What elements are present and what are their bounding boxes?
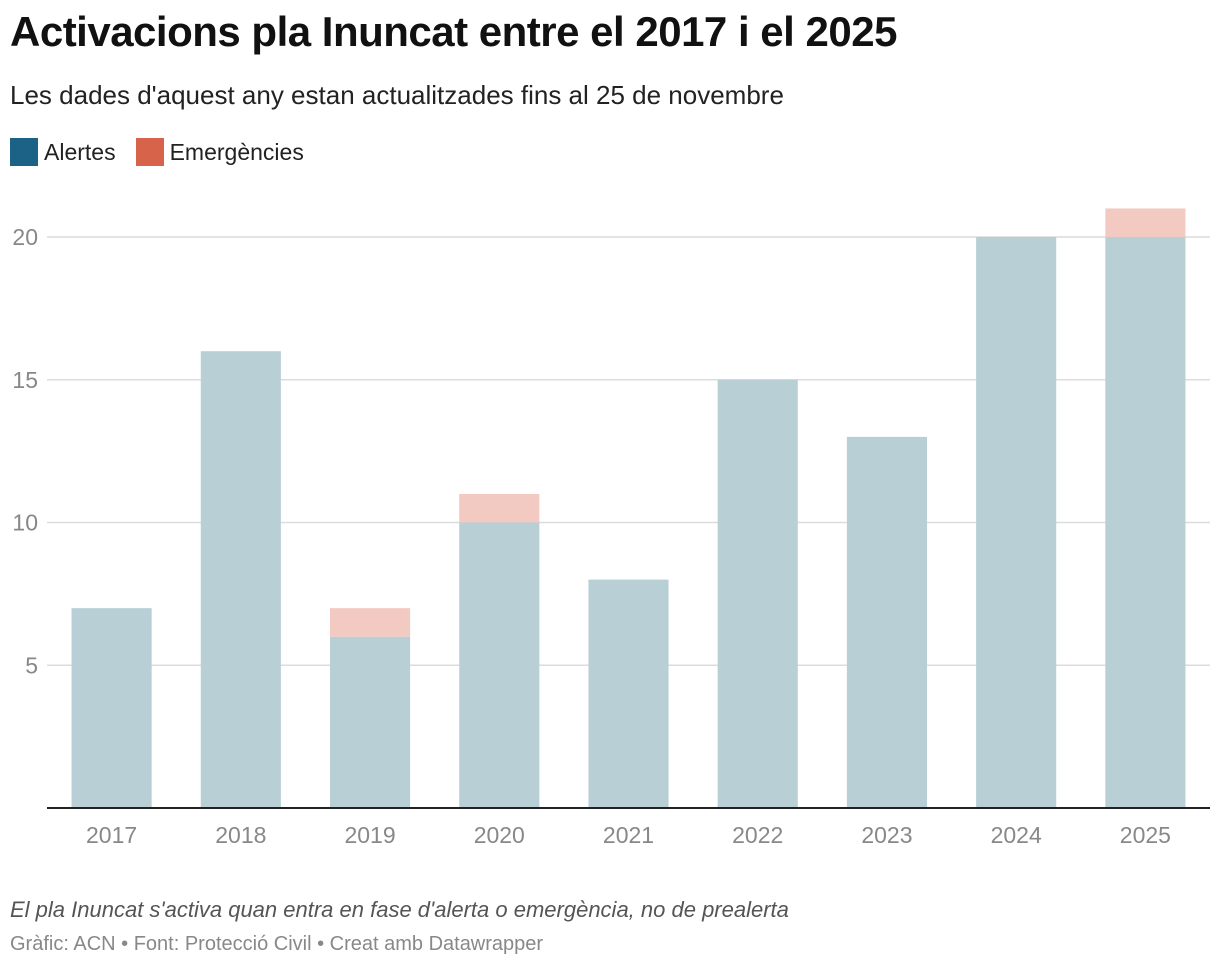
y-tick-label-15: 15 <box>12 367 38 393</box>
bar-emergencies-2020 <box>459 493 540 523</box>
x-tick-label-2018: 2018 <box>215 822 266 848</box>
bar-alertes-2025 <box>1105 237 1186 808</box>
x-tick-label-2020: 2020 <box>474 822 525 848</box>
legend: Alertes Emergències <box>10 138 324 166</box>
chart-credits: Gràfic: ACN • Font: Protecció Civil • Cr… <box>10 933 544 955</box>
legend-swatch-emergencies <box>135 138 164 166</box>
legend-label-alertes: Alertes <box>44 138 116 165</box>
x-tick-label-2017: 2017 <box>86 822 137 848</box>
x-tick-label-2024: 2024 <box>991 822 1042 848</box>
bar-emergencies-2025 <box>1105 208 1186 237</box>
legend-swatch-alertes <box>10 138 38 166</box>
bar-layer <box>71 208 1186 808</box>
chart-note: El pla Inuncat s'activa quan entra en fa… <box>10 897 789 922</box>
bar-alertes-2024 <box>976 237 1057 808</box>
legend-item-alertes: Alertes <box>10 138 116 166</box>
x-tick-label-2019: 2019 <box>344 822 395 848</box>
x-tick-label-2021: 2021 <box>603 822 654 848</box>
bar-emergencies-2019 <box>329 608 411 637</box>
x-tick-label-2022: 2022 <box>732 822 783 848</box>
bar-alertes-2023 <box>846 436 928 808</box>
x-tick-label-2023: 2023 <box>861 822 912 848</box>
legend-label-emergencies: Emergències <box>169 138 304 165</box>
bar-alertes-2019 <box>329 636 411 808</box>
bar-alertes-2020 <box>459 522 540 808</box>
legend-item-emergencies: Emergències <box>135 138 304 166</box>
bar-alertes-2018 <box>200 351 281 808</box>
label-layer: 5 10 15 20 2017 2018 2019 2020 2021 2022 2023 2024 2… <box>12 224 1171 848</box>
x-tick-label-2025: 2025 <box>1120 822 1171 848</box>
chart-title: Activacions pla Inuncat entre el 2017 i … <box>10 8 897 55</box>
bar-alertes-2021 <box>588 579 669 808</box>
bar-alertes-2022 <box>717 379 798 808</box>
y-tick-label-5: 5 <box>25 652 38 678</box>
stacked-bar-chart: 5 10 15 20 2017 2018 2019 2020 2021 2022 2023 2024 2… <box>12 208 1210 848</box>
y-tick-label-10: 10 <box>12 510 38 536</box>
y-tick-label-20: 20 <box>12 224 38 250</box>
bar-alertes-2017 <box>71 608 152 808</box>
chart-subtitle: Les dades d'aquest any estan actualitzad… <box>10 80 784 110</box>
